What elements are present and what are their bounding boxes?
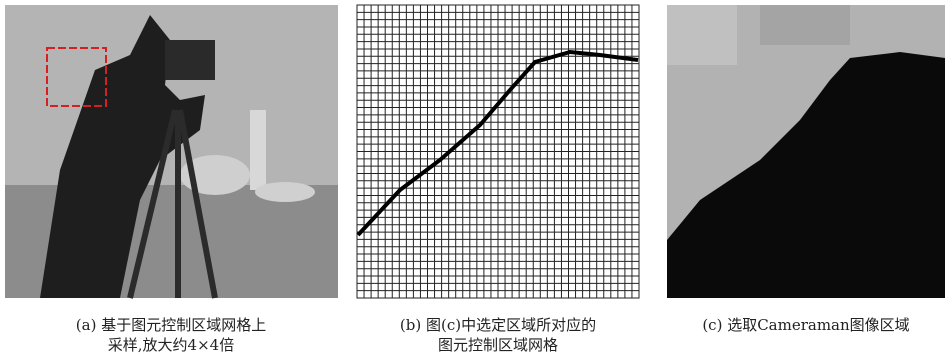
panel-c-image xyxy=(667,5,945,298)
panel-b-image xyxy=(357,5,639,298)
figure: (a) 基于图元控制区域网格上 采样,放大约4×4倍 (b) 图(c)中选定区域… xyxy=(0,0,948,359)
caption: (c) 选取Cameraman图像区域 xyxy=(702,316,909,334)
caption: 采样,放大约4×4倍 xyxy=(108,336,234,354)
caption: (b) 图(c)中选定区域所对应的 xyxy=(400,316,596,334)
caption: 图元控制区域网格 xyxy=(438,336,558,354)
panel-a-image xyxy=(5,5,338,298)
caption: (a) 基于图元控制区域网格上 xyxy=(76,316,266,334)
